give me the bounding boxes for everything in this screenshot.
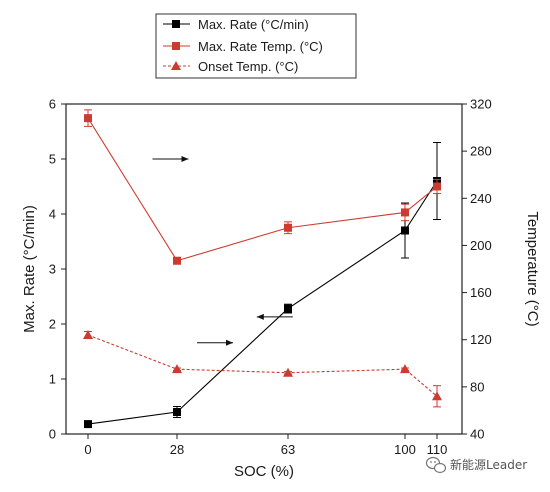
legend-label: Onset Temp. (°C) [198,59,298,74]
right-y-tick-label: 80 [470,379,484,394]
data-point [283,367,293,377]
legend-label: Max. Rate (°C/min) [198,17,309,32]
right-y-tick-label: 160 [470,285,492,300]
series-3 [83,330,442,408]
x-tick-label: 63 [281,442,295,457]
data-point [433,182,441,191]
watermark-text: 新能源Leader [450,457,527,472]
x-tick-label: 28 [170,442,184,457]
series-line [87,180,438,425]
plot-frame [65,103,463,435]
left-y-axis-title: Max. Rate (°C/min) [21,205,38,333]
data-point [284,223,292,232]
watermark: 新能源Leader [425,456,527,474]
series-2 [84,109,441,265]
left-y-tick-label: 5 [49,152,56,167]
right-y-axis-title: Temperature (°C) [524,211,541,326]
annotations-group [152,156,293,346]
left-y-tick-label: 4 [49,207,56,222]
legend-marker [171,61,181,70]
data-point [172,364,182,374]
series-line [87,117,438,262]
legend: Max. Rate (°C/min) Max. Rate Temp. (°C) On… [155,13,357,79]
data-point [432,391,442,401]
arrow-head [256,313,264,320]
data-point [173,256,181,265]
arrow-head [226,339,233,346]
series-group [83,109,442,429]
data-point [84,114,92,123]
left-y-tick-label: 1 [49,372,56,387]
data-point [284,304,292,313]
legend-marker [172,42,180,50]
x-tick-label: 0 [84,442,91,457]
wechat-icon [425,456,447,474]
x-tick-label: 100 [394,442,416,457]
arrow-head [181,156,189,162]
series-1 [84,142,441,429]
legend-label: Max. Rate Temp. (°C) [198,39,323,54]
right-y-tick-label: 320 [470,97,492,112]
data-point [401,226,409,235]
right-y-tick-label: 280 [470,144,492,159]
right-y-tick-label: 40 [470,427,484,442]
series-line [87,334,438,397]
left-y-tick-label: 2 [49,317,56,332]
x-axis-title: SOC (%) [234,463,294,480]
right-y-tick-label: 240 [470,191,492,206]
legend-marker [172,20,180,28]
data-point [401,208,409,217]
left-y-tick-label: 0 [49,427,56,442]
left-y-tick-label: 3 [49,262,56,277]
x-tick-label: 110 [427,442,448,457]
data-point [84,420,92,429]
data-point [400,364,410,374]
right-y-tick-label: 200 [470,238,492,253]
data-point [83,330,93,339]
left-y-tick-label: 6 [49,97,56,112]
axes-group: 0 28 63 100 110 0 1 2 3 4 5 6 40 80 120 160 200 240 280 320 [49,97,492,458]
right-y-tick-label: 120 [470,332,492,347]
data-point [173,408,181,416]
